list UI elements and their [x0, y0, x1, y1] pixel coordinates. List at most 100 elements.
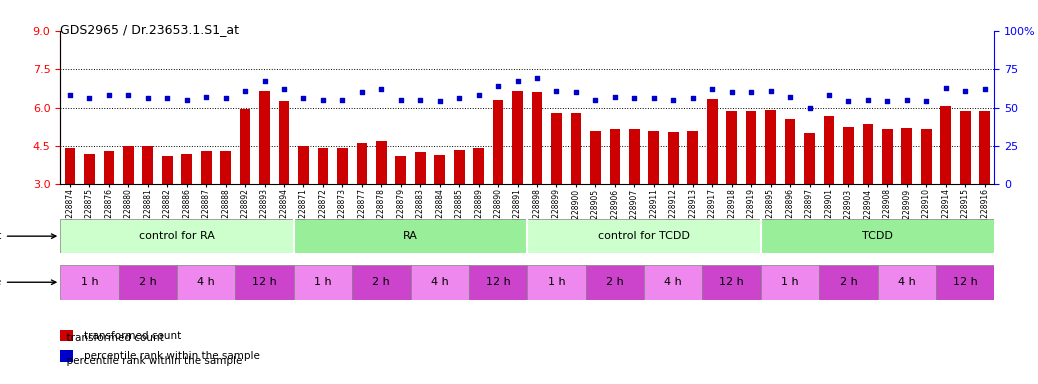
- Text: agent: agent: [0, 231, 56, 241]
- Point: [256, 78, 273, 84]
- Bar: [960, 111, 971, 184]
- Point: [723, 89, 740, 95]
- Bar: [220, 151, 231, 184]
- Bar: [936, 265, 994, 300]
- Bar: [843, 127, 854, 184]
- Text: TCDD: TCDD: [863, 231, 893, 241]
- Text: transformed count: transformed count: [84, 331, 181, 341]
- Bar: [979, 111, 990, 184]
- Bar: [395, 156, 406, 184]
- Bar: [527, 265, 585, 300]
- Text: 12 h: 12 h: [719, 277, 744, 287]
- Bar: [921, 129, 932, 184]
- Bar: [294, 265, 352, 300]
- Bar: [761, 265, 819, 300]
- Bar: [629, 129, 639, 184]
- Point: [450, 95, 467, 101]
- Bar: [901, 128, 912, 184]
- Point: [159, 95, 175, 101]
- Point: [704, 86, 720, 92]
- Point: [198, 94, 215, 100]
- Point: [276, 86, 293, 92]
- Bar: [473, 149, 484, 184]
- Text: transformed count: transformed count: [60, 333, 164, 343]
- Point: [957, 88, 974, 94]
- Point: [412, 97, 429, 103]
- Point: [918, 98, 934, 104]
- Bar: [411, 265, 469, 300]
- Text: percentile rank within the sample: percentile rank within the sample: [60, 356, 243, 366]
- Bar: [609, 129, 621, 184]
- Point: [684, 95, 701, 101]
- Bar: [118, 265, 176, 300]
- Text: 4 h: 4 h: [431, 277, 448, 287]
- Bar: [60, 265, 118, 300]
- Bar: [823, 116, 835, 184]
- Point: [568, 89, 584, 95]
- Bar: [863, 124, 873, 184]
- Bar: [707, 99, 717, 184]
- Bar: [493, 100, 503, 184]
- Point: [373, 86, 389, 92]
- Point: [821, 92, 838, 98]
- Bar: [60, 351, 73, 362]
- Bar: [687, 131, 699, 184]
- Point: [937, 84, 954, 91]
- Bar: [590, 131, 601, 184]
- Bar: [727, 111, 737, 184]
- Point: [762, 88, 778, 94]
- Point: [392, 97, 409, 103]
- Point: [665, 97, 682, 103]
- Text: 12 h: 12 h: [252, 277, 277, 287]
- Bar: [745, 111, 757, 184]
- Bar: [667, 132, 679, 184]
- Text: control for RA: control for RA: [139, 231, 215, 241]
- Bar: [882, 129, 893, 184]
- Point: [977, 86, 993, 92]
- Point: [139, 95, 156, 101]
- Bar: [761, 219, 994, 253]
- Bar: [104, 151, 114, 184]
- Point: [548, 88, 565, 94]
- Bar: [512, 91, 523, 184]
- Text: 1 h: 1 h: [782, 277, 799, 287]
- Bar: [356, 143, 367, 184]
- Text: 4 h: 4 h: [898, 277, 916, 287]
- Bar: [585, 265, 644, 300]
- Text: 1 h: 1 h: [548, 277, 566, 287]
- Bar: [294, 219, 527, 253]
- Bar: [260, 91, 270, 184]
- Bar: [337, 149, 348, 184]
- Point: [237, 88, 253, 94]
- Point: [217, 95, 234, 101]
- Point: [646, 95, 662, 101]
- Bar: [60, 219, 294, 253]
- Bar: [819, 265, 878, 300]
- Text: control for TCDD: control for TCDD: [598, 231, 690, 241]
- Bar: [527, 219, 761, 253]
- Bar: [804, 133, 815, 184]
- Point: [840, 98, 856, 104]
- Bar: [765, 110, 776, 184]
- Point: [626, 95, 643, 101]
- Text: time: time: [0, 277, 56, 287]
- Bar: [703, 265, 761, 300]
- Bar: [352, 265, 410, 300]
- Point: [334, 97, 351, 103]
- Bar: [644, 265, 703, 300]
- Point: [879, 98, 896, 104]
- Bar: [200, 151, 212, 184]
- Point: [120, 92, 137, 98]
- Point: [606, 94, 623, 100]
- Text: 4 h: 4 h: [197, 277, 215, 287]
- Bar: [176, 265, 236, 300]
- Point: [354, 89, 371, 95]
- Text: 2 h: 2 h: [606, 277, 624, 287]
- Point: [588, 97, 604, 103]
- Bar: [60, 330, 73, 341]
- Text: 4 h: 4 h: [664, 277, 682, 287]
- Text: 1 h: 1 h: [315, 277, 332, 287]
- Text: 1 h: 1 h: [81, 277, 99, 287]
- Text: 2 h: 2 h: [139, 277, 157, 287]
- Point: [859, 97, 876, 103]
